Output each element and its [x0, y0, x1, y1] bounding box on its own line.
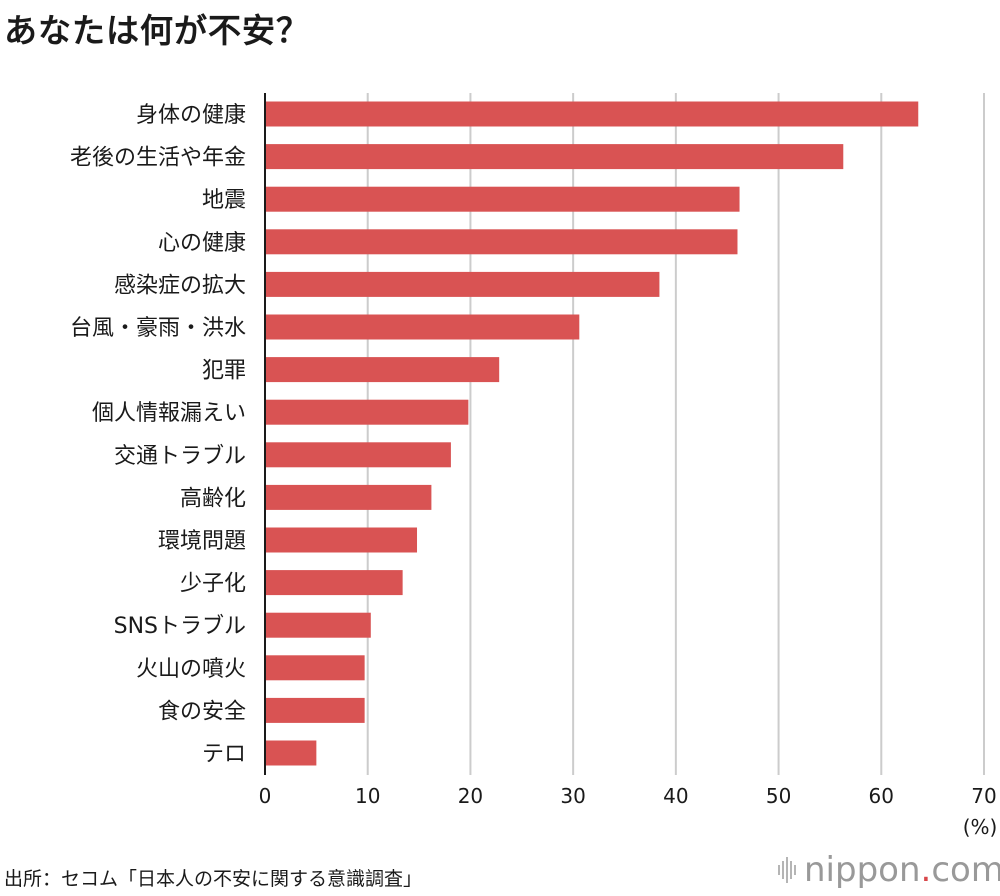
bar — [265, 101, 919, 127]
category-label: 感染症の拡大 — [114, 273, 246, 298]
category-label: 高齢化 — [180, 486, 246, 511]
bar — [265, 612, 371, 638]
chart-title: あなたは何が不安？ — [4, 11, 310, 50]
bar — [265, 740, 317, 766]
bar — [265, 144, 844, 170]
nippon-logo-mark-icon — [778, 857, 796, 883]
category-label: 少子化 — [180, 572, 246, 597]
x-axis-unit-label: (%) — [963, 815, 998, 839]
bar — [265, 229, 738, 255]
category-label: 台風・豪雨・洪水 — [70, 316, 246, 341]
x-tick-label: 50 — [766, 784, 791, 808]
category-label: 犯罪 — [202, 359, 246, 384]
bar — [265, 697, 365, 723]
bar — [265, 399, 469, 425]
x-tick-label: 20 — [458, 784, 483, 808]
category-label: 個人情報漏えい — [92, 401, 246, 426]
bar — [265, 357, 500, 383]
bar — [265, 186, 740, 212]
bar — [265, 655, 365, 681]
category-label: 交通トラブル — [114, 444, 246, 469]
bar-chart: 身体の健康老後の生活や年金地震心の健康感染症の拡大台風・豪雨・洪水犯罪個人情報漏… — [70, 93, 998, 839]
category-label: 環境問題 — [158, 529, 246, 554]
x-tick-label: 0 — [259, 784, 272, 808]
source-note: 出所：セコム「日本人の不安に関する意識調査」 — [4, 868, 423, 890]
category-label: 心の健康 — [158, 231, 246, 256]
bar — [265, 484, 432, 510]
bar — [265, 314, 580, 340]
category-label: テロ — [202, 742, 246, 767]
x-tick-label: 10 — [355, 784, 380, 808]
category-label: 地震 — [202, 188, 246, 213]
x-tick-label: 30 — [560, 784, 585, 808]
category-label: 火山の噴火 — [136, 657, 246, 682]
category-label: 老後の生活や年金 — [70, 146, 246, 171]
bar — [265, 527, 418, 553]
category-label: 身体の健康 — [136, 103, 246, 128]
nippon-logo: nippon.com — [778, 850, 1000, 890]
x-tick-label: 60 — [869, 784, 894, 808]
bar — [265, 271, 660, 297]
x-tick-label: 40 — [663, 784, 688, 808]
category-label: SNSトラブル — [114, 614, 246, 639]
nippon-logo-text: nippon.com — [804, 850, 1000, 890]
bar — [265, 570, 403, 596]
category-label: 食の安全 — [158, 699, 246, 724]
x-tick-label: 70 — [971, 784, 996, 808]
bar — [265, 442, 451, 468]
